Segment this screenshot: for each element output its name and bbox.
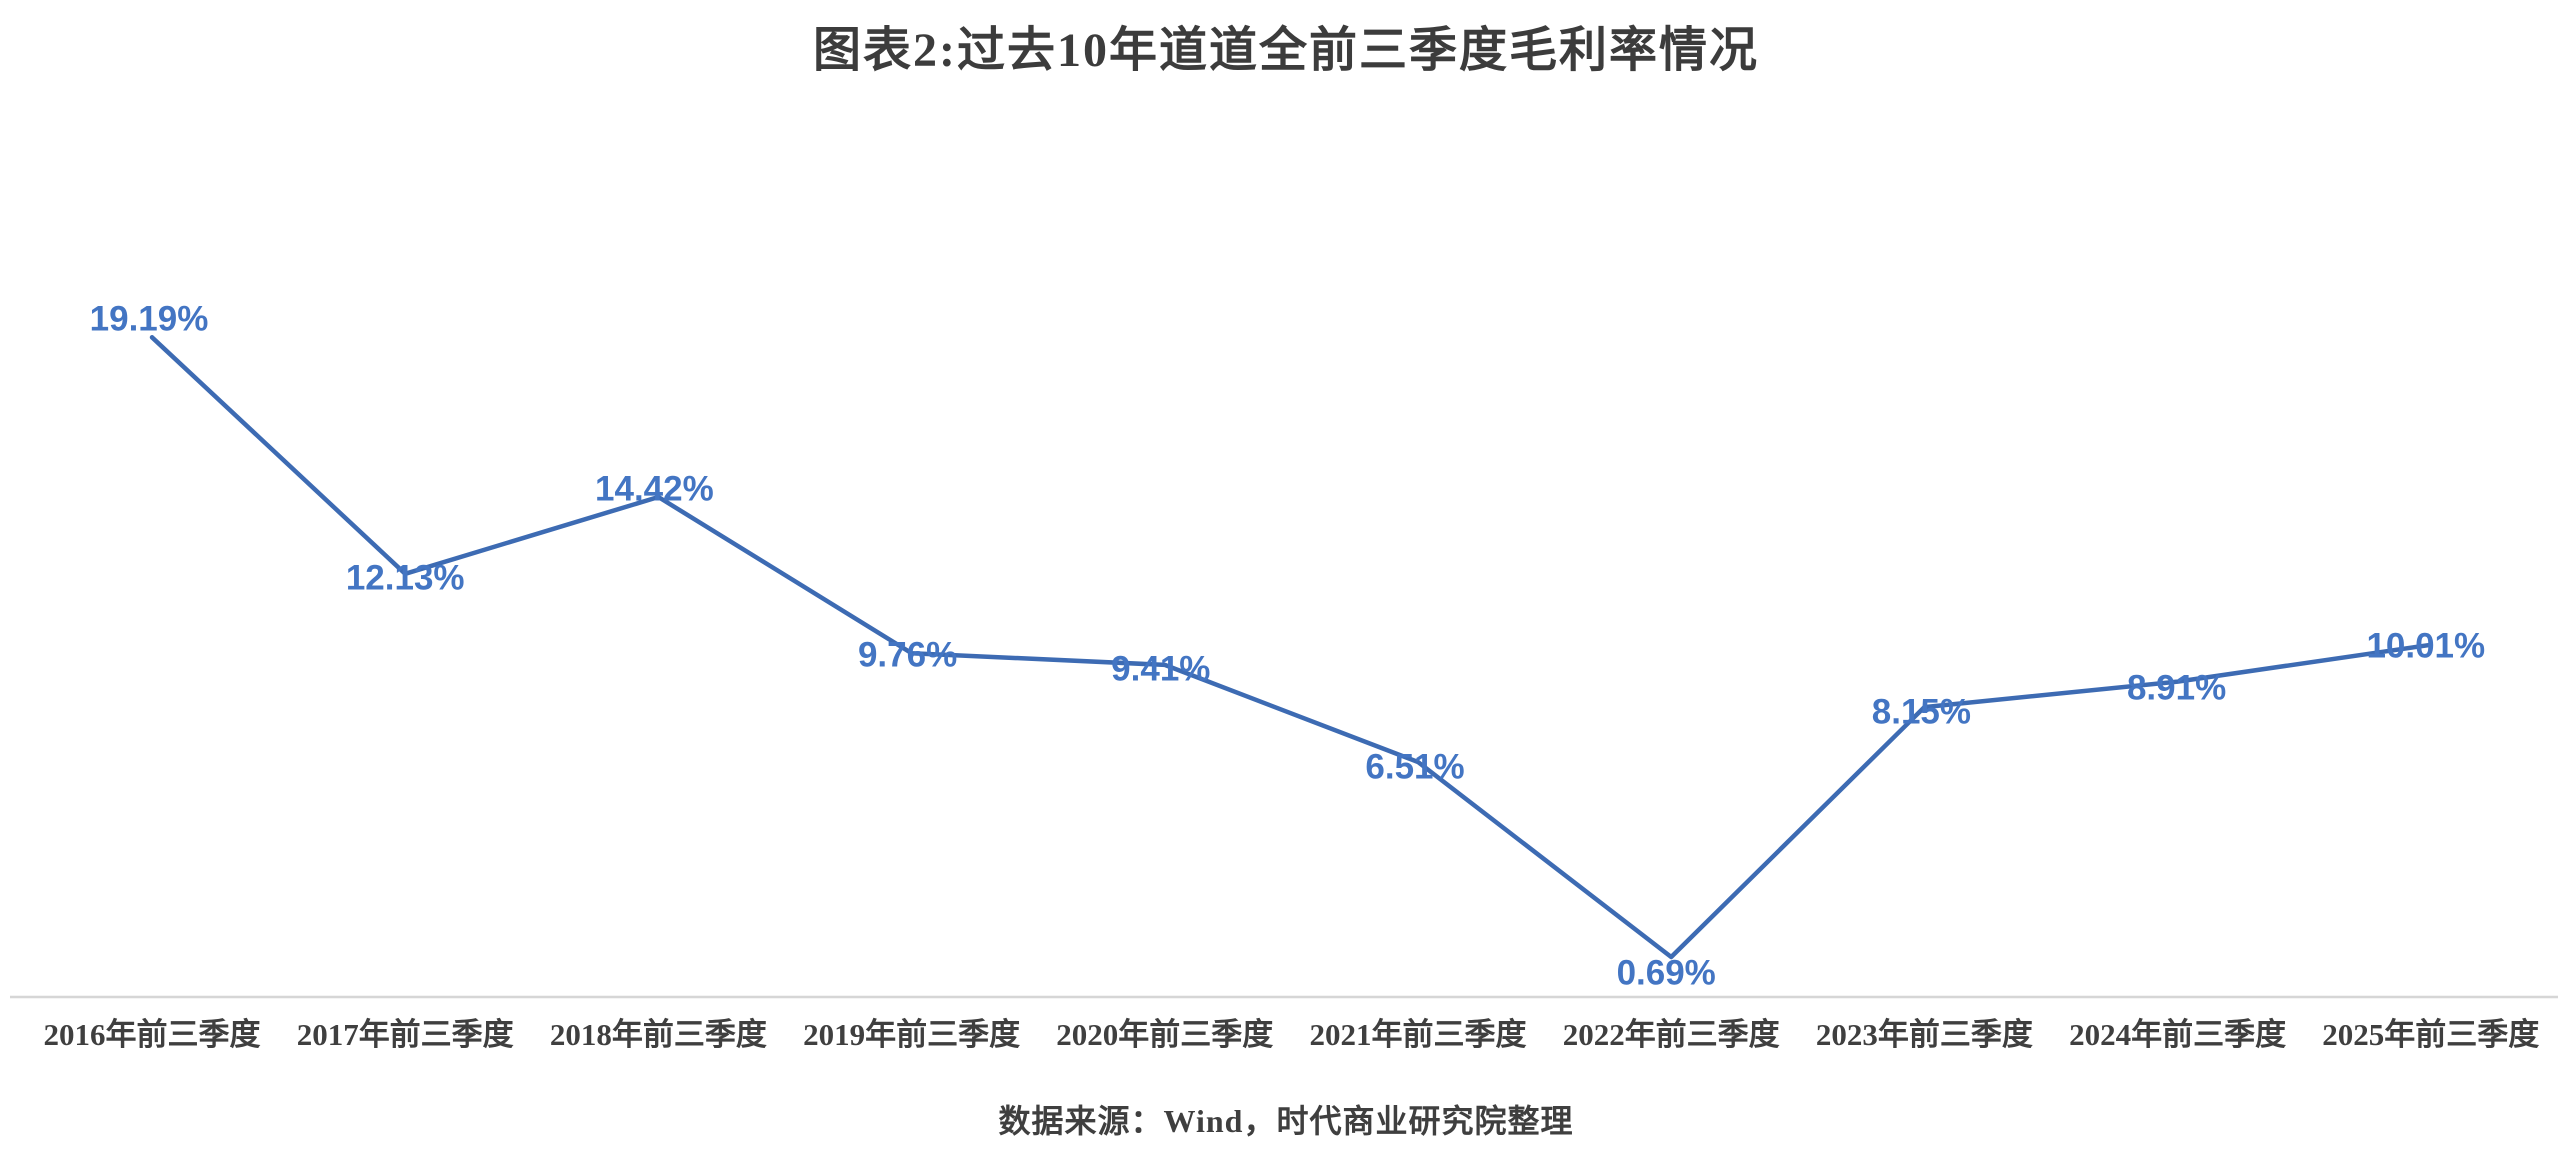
x-axis-label: 2017年前三季度 <box>296 1017 514 1052</box>
x-axis-label: 2024年前三季度 <box>2069 1017 2287 1052</box>
x-axis-label: 2018年前三季度 <box>549 1017 767 1052</box>
data-label: 9.76% <box>857 635 958 675</box>
data-label: 10.01% <box>2366 626 2486 666</box>
data-label: 19.19% <box>89 299 209 339</box>
chart-title: 图表2:过去10年道道全前三季度毛利率情况 <box>813 24 1759 77</box>
x-axis-label: 2016年前三季度 <box>43 1017 261 1052</box>
data-label: 14.42% <box>595 469 714 509</box>
x-axis-label: 2025年前三季度 <box>2322 1017 2540 1052</box>
x-axis-label: 2019年前三季度 <box>803 1017 1021 1052</box>
data-label: 8.91% <box>2126 668 2227 708</box>
trend-line <box>149 335 2434 960</box>
x-axis-label: 2020年前三季度 <box>1056 1017 1274 1052</box>
data-label: 6.51% <box>1365 747 1465 787</box>
data-label: 9.41% <box>1111 649 1211 689</box>
x-axis-label: 2023年前三季度 <box>1815 1017 2033 1052</box>
source-note: 数据来源：Wind，时代商业研究院整理 <box>998 1103 1574 1139</box>
x-axis-label: 2021年前三季度 <box>1309 1017 1527 1052</box>
data-label: 12.13% <box>345 558 465 598</box>
data-label: 8.15% <box>1871 692 1972 732</box>
x-axis-label: 2022年前三季度 <box>1562 1017 1780 1052</box>
data-label: 0.69% <box>1616 953 1716 993</box>
